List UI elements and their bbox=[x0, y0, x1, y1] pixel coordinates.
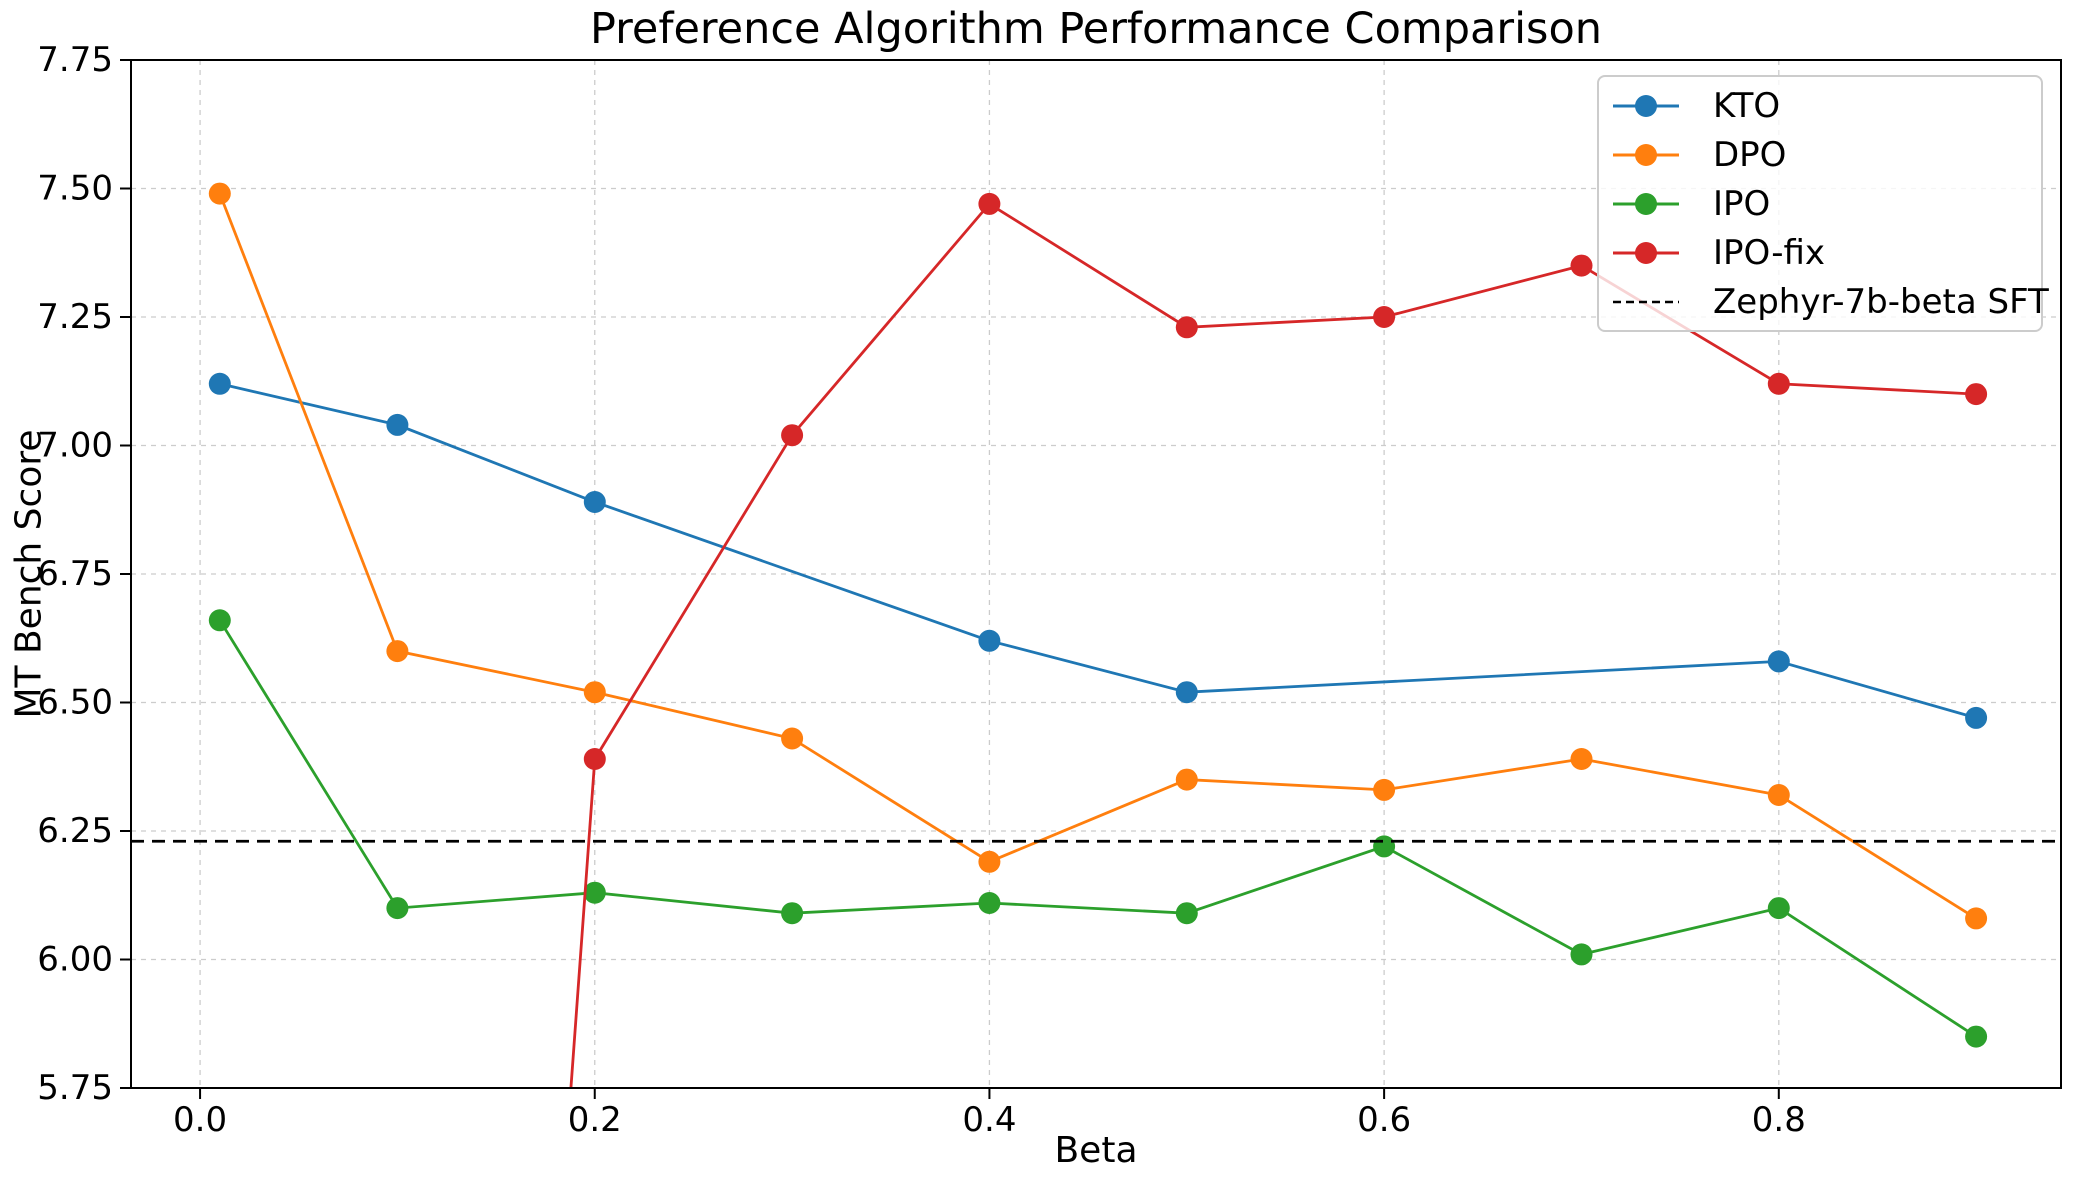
legend-item-ipo-fix: IPO-fix bbox=[1611, 228, 2041, 277]
kto-marker bbox=[1965, 706, 1988, 729]
ipo-fix-marker bbox=[978, 192, 1001, 215]
ipo-marker bbox=[208, 609, 231, 632]
kto-marker bbox=[208, 372, 231, 395]
ipo-fix-marker bbox=[781, 424, 804, 447]
dpo-marker bbox=[1373, 778, 1396, 801]
kto-marker bbox=[1175, 681, 1198, 704]
dpo-marker bbox=[208, 182, 231, 205]
ipo-marker bbox=[978, 892, 1001, 914]
x-axis-label: Beta bbox=[1054, 1130, 1138, 1171]
legend-label-ipo-fix: IPO-fix bbox=[1713, 232, 1826, 273]
y-tick-label: 6.50 bbox=[37, 683, 113, 723]
legend-label-zephyr-7b-beta-sft: Zephyr-7b-beta SFT bbox=[1713, 281, 2049, 322]
dpo-marker bbox=[1175, 768, 1198, 791]
y-tick-label: 6.00 bbox=[37, 940, 113, 980]
dashed-line-icon bbox=[1613, 300, 1679, 303]
dpo-marker bbox=[1767, 784, 1790, 806]
chart-title: Preference Algorithm Performance Compari… bbox=[589, 4, 1603, 54]
kto-marker bbox=[1767, 650, 1790, 673]
ipo-fix-marker bbox=[583, 748, 606, 770]
legend-label-dpo: DPO bbox=[1713, 134, 1787, 175]
line-marker-icon bbox=[1613, 192, 1679, 215]
legend-item-ipo: IPO bbox=[1611, 179, 2041, 228]
ipo-line bbox=[218, 619, 1977, 1038]
y-tick-label: 6.75 bbox=[37, 554, 113, 594]
series-ipo-fix bbox=[569, 192, 1988, 1088]
series-ipo bbox=[208, 609, 1988, 1048]
y-tick-label: 6.25 bbox=[37, 811, 113, 851]
ipo-marker bbox=[1373, 835, 1396, 858]
ipo-fix-marker bbox=[1767, 372, 1790, 395]
dpo-marker bbox=[583, 681, 606, 704]
series-group bbox=[208, 182, 1988, 1088]
ipo-marker bbox=[1965, 1025, 1988, 1048]
axis-ticks: 0.0 0.2 0.4 0.6 0.8 5.75 6.00 6.25 6.50 6.75 7.00 7… bbox=[37, 40, 1806, 1140]
y-tick-label: 7.50 bbox=[37, 169, 113, 209]
dpo-marker bbox=[386, 640, 409, 663]
y-tick-label: 7.75 bbox=[37, 40, 113, 80]
ipo-fix-marker bbox=[1965, 383, 1988, 406]
legend-item-kto: KTO bbox=[1611, 81, 2041, 130]
x-tick-label: 0.6 bbox=[1357, 1100, 1411, 1140]
dpo-line bbox=[218, 193, 1977, 920]
ipo-marker bbox=[1175, 902, 1198, 925]
dpo-marker bbox=[978, 850, 1001, 873]
line-marker-icon bbox=[1613, 143, 1679, 166]
y-tick-label: 7.25 bbox=[37, 297, 113, 337]
x-tick-label: 0.2 bbox=[568, 1100, 622, 1140]
legend-label-kto: KTO bbox=[1713, 85, 1781, 126]
x-tick-label: 0.8 bbox=[1752, 1100, 1806, 1140]
ipo-marker bbox=[781, 902, 804, 925]
legend: KTO DPO IPO IPO-fix Zephyr-7b-beta SFT bbox=[1597, 75, 2049, 332]
x-tick-label: 0.0 bbox=[173, 1100, 227, 1140]
y-tick-label: 7.00 bbox=[37, 426, 113, 466]
dpo-marker bbox=[1570, 748, 1593, 770]
dpo-marker bbox=[1965, 907, 1988, 930]
dpo-marker bbox=[781, 727, 804, 750]
x-tick-label: 0.4 bbox=[962, 1100, 1016, 1140]
ipo-fix-marker bbox=[1570, 254, 1593, 277]
y-axis-label: MT Bench Score bbox=[8, 429, 50, 719]
legend-item-dpo: DPO bbox=[1611, 130, 2041, 179]
legend-item-zephyr-7b-beta-sft: Zephyr-7b-beta SFT bbox=[1611, 277, 2049, 326]
series-kto bbox=[208, 372, 1988, 729]
line-marker-icon bbox=[1613, 94, 1679, 117]
kto-marker bbox=[583, 491, 606, 513]
line-marker-icon bbox=[1613, 241, 1679, 264]
ipo-marker bbox=[583, 881, 606, 904]
ipo-marker bbox=[1767, 897, 1790, 920]
ipo-fix-marker bbox=[1175, 316, 1198, 339]
legend-label-ipo: IPO bbox=[1713, 183, 1771, 224]
kto-marker bbox=[978, 629, 1001, 652]
series-dpo bbox=[208, 182, 1988, 930]
kto-marker bbox=[386, 413, 409, 436]
ipo-fix-marker bbox=[1373, 306, 1396, 328]
ipo-marker bbox=[386, 897, 409, 920]
y-tick-label: 5.75 bbox=[37, 1068, 113, 1108]
ipo-marker bbox=[1570, 943, 1593, 966]
